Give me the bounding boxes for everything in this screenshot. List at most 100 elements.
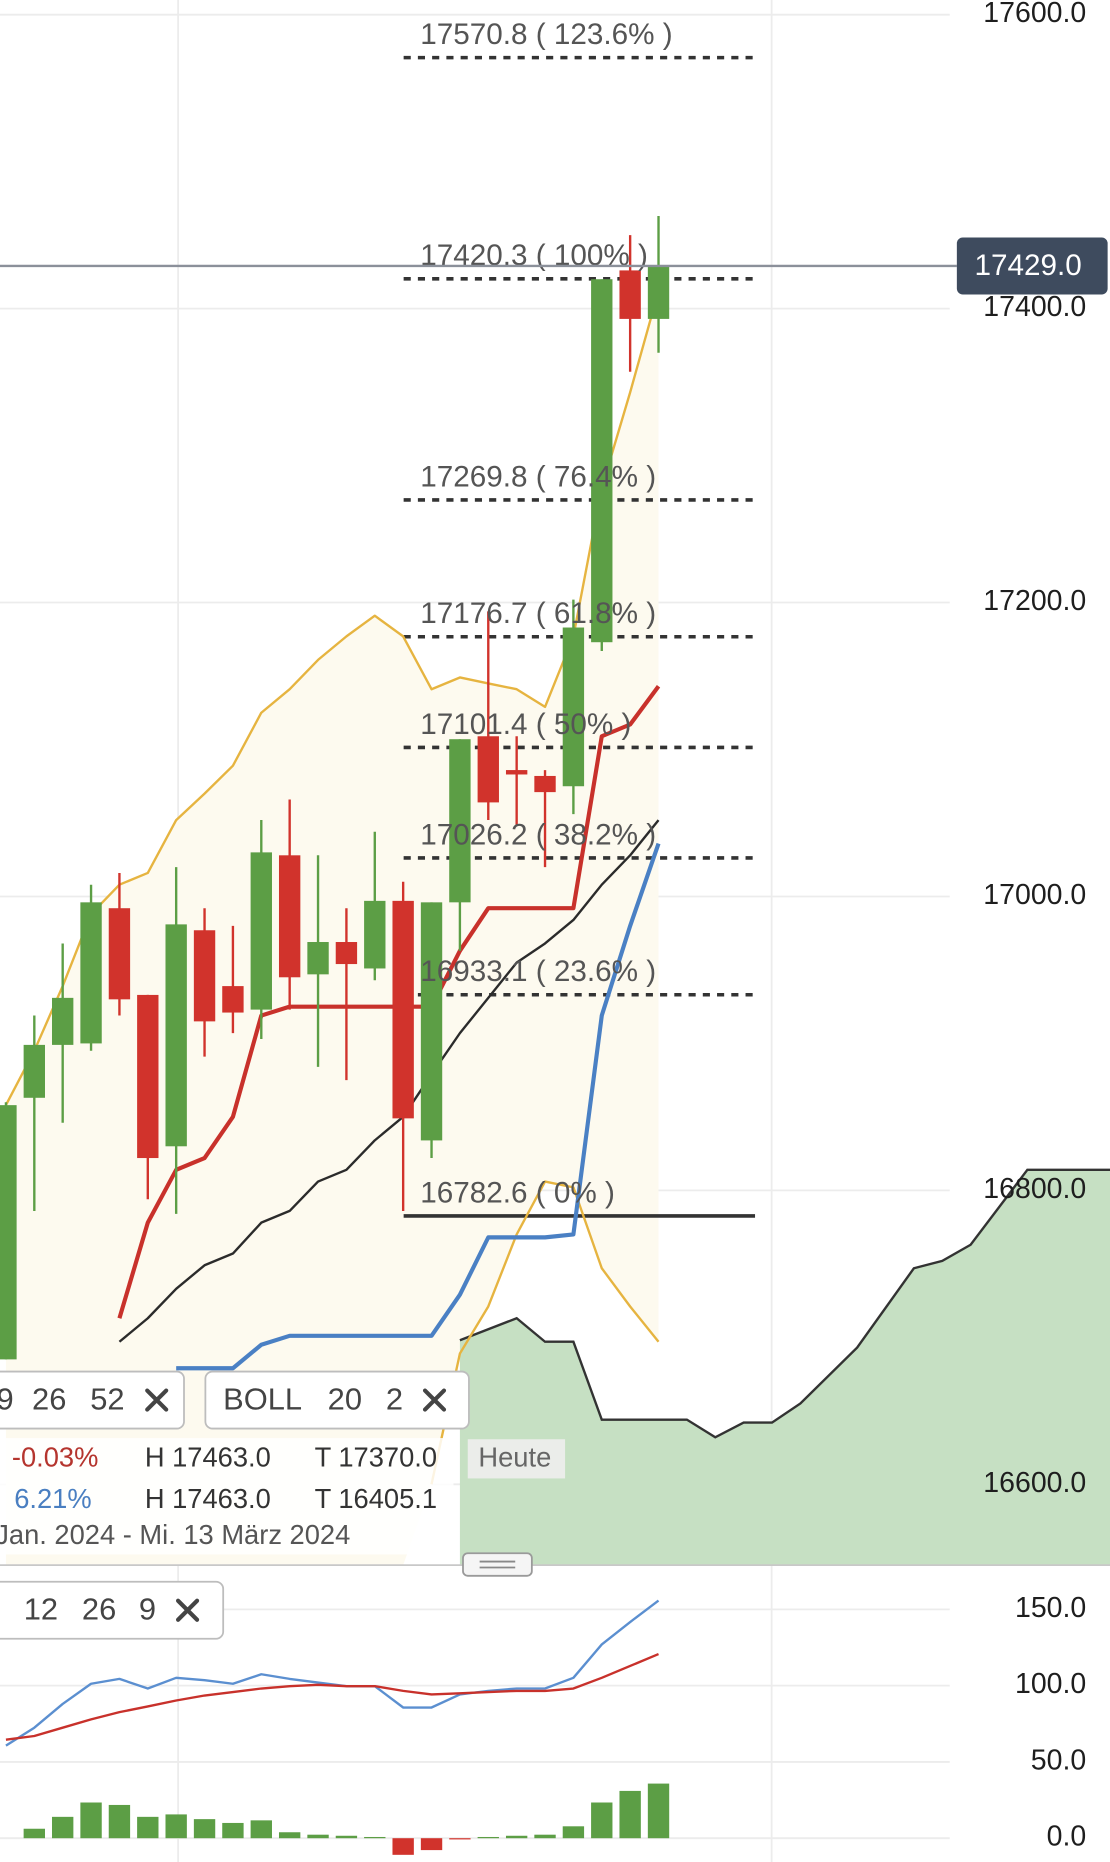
y-tick-label: 100.0 [1015, 1668, 1086, 1700]
box-frame [0, 1580, 225, 1640]
histogram-bar [392, 1838, 414, 1855]
candle-body [534, 775, 556, 793]
histogram-bar [108, 1804, 131, 1839]
param: 20 [328, 1381, 362, 1416]
param: 9 [0, 1381, 14, 1416]
indicator-box[interactable]: BOLL 20 2 [204, 1370, 470, 1430]
indicator-line [118, 819, 660, 1343]
band-fill [5, 290, 659, 1566]
histogram-bar [250, 1820, 272, 1839]
high-day: H 17463.0 [145, 1442, 271, 1473]
candle-body [278, 855, 301, 978]
y-tick-label: 16600.0 [983, 1467, 1086, 1499]
param: 26 [32, 1381, 66, 1416]
histogram-bar [80, 1802, 102, 1839]
candle-body [647, 265, 670, 319]
histogram-bar [51, 1816, 74, 1839]
histogram-bar [23, 1828, 45, 1839]
candle-body [307, 942, 329, 975]
candle-body [477, 736, 499, 803]
candle-body [222, 986, 244, 1013]
candle-body [193, 930, 216, 1022]
candle-body [619, 270, 641, 319]
histogram-bar [193, 1819, 216, 1839]
cloud-edge [459, 1168, 1110, 1439]
indicator-line [5, 1652, 659, 1741]
cloud-area [459, 1169, 1110, 1566]
param: 9 [139, 1592, 156, 1627]
axes: 16600.0 16800.0 17000.0 17200.0 17400.0 17600… [956, 0, 1108, 1853]
histogram-bar [534, 1834, 556, 1839]
histogram-bar [278, 1832, 301, 1839]
resize-handle[interactable] [462, 1552, 533, 1577]
change-day: -0.03% [12, 1442, 98, 1473]
candle-body [392, 900, 414, 1119]
fib-label: 17176.7 ( 61.8% ) [420, 597, 656, 630]
candle-body [108, 908, 131, 1000]
y-tick-label: 17600.0 [983, 0, 1086, 29]
histogram-bar [619, 1790, 641, 1839]
info-bg [0, 1438, 454, 1555]
fib-label: 16782.6 ( 0% ) [420, 1176, 615, 1209]
histogram-bar [505, 1835, 528, 1839]
indicator-box[interactable]: 9 26 52 [0, 1370, 185, 1430]
y-tick-label: 17000.0 [983, 879, 1086, 911]
fib-label: 17269.8 ( 76.4% ) [420, 460, 656, 493]
low-day: T 17370.0 [315, 1442, 437, 1473]
y-tick-label: 16800.0 [983, 1173, 1086, 1205]
indicator-line [4, 290, 660, 1106]
y-tick-label: 50.0 [1031, 1744, 1086, 1776]
box-frame [0, 1370, 185, 1430]
indicator-line [117, 685, 661, 1319]
low-range: T 16405.1 [315, 1483, 437, 1514]
close-icon[interactable] [175, 1598, 200, 1622]
indicator-line [176, 842, 661, 1371]
price-tag [956, 237, 1108, 295]
histogram-bar [449, 1838, 471, 1840]
candle-body [335, 942, 358, 965]
y-tick-label: 17400.0 [983, 291, 1086, 323]
param: 2 [386, 1381, 403, 1416]
candle-body [591, 279, 613, 643]
badge: Heute [478, 1442, 551, 1473]
param: 26 [82, 1592, 116, 1627]
candle-body [23, 1044, 45, 1098]
fib-label: 16933.1 ( 23.6% ) [420, 955, 656, 988]
histogram-bar [591, 1802, 613, 1839]
badge-bg [467, 1439, 566, 1479]
indicator-box[interactable]: 12 26 9 [0, 1580, 225, 1640]
box-frame [204, 1370, 470, 1430]
main-plot: 17570.8 ( 123.6% ) 17420.3 ( 100% ) 17269.… [0, 13, 1110, 1566]
histogram-bar [420, 1838, 443, 1851]
close-icon[interactable] [422, 1388, 447, 1412]
fib-label: 17101.4 ( 50% ) [420, 708, 631, 741]
histogram-bar [335, 1835, 358, 1839]
macd-plot [0, 1599, 950, 1855]
candle-body [137, 994, 159, 1159]
candle-body [364, 900, 386, 969]
candle-body [80, 902, 102, 1044]
fib-label: 17026.2 ( 38.2% ) [420, 818, 656, 851]
candle-body [0, 1105, 17, 1360]
histogram-bar [364, 1836, 386, 1839]
histogram-bar [562, 1826, 585, 1839]
param: 12 [24, 1592, 58, 1627]
y-tick-label: 150.0 [1015, 1592, 1086, 1624]
histogram-bar [307, 1834, 329, 1839]
date-range: Jan. 2024 - Mi. 13 März 2024 [0, 1519, 350, 1550]
change-range: 6.21% [14, 1483, 91, 1514]
candle-body [562, 627, 585, 787]
param: BOLL [223, 1381, 302, 1416]
indicator-line [430, 1180, 660, 1485]
candle-body [250, 852, 272, 1010]
high-range: H 17463.0 [145, 1483, 271, 1514]
param: 52 [90, 1381, 124, 1416]
price-tag-label: 17429.0 [974, 249, 1081, 282]
histogram-bar [222, 1822, 244, 1839]
candle-body [505, 770, 528, 775]
close-icon[interactable] [145, 1388, 169, 1412]
fib-label: 17420.3 ( 100% ) [420, 239, 648, 272]
y-tick-label: 0.0 [1047, 1821, 1087, 1853]
handle-frame [462, 1552, 533, 1577]
